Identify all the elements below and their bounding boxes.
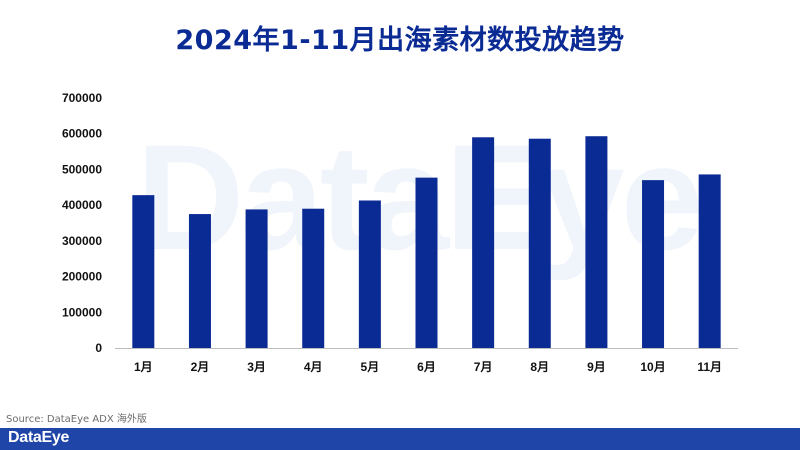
y-axis: 0 100000 200000 300000 400000 500000 600000 700… (62, 91, 102, 355)
y-tick-label: 100000 (62, 305, 102, 319)
x-tick-label: 11月 (697, 360, 722, 374)
x-tick-label: 3月 (247, 360, 266, 374)
chart-title: 2024年1-11月出海素材数投放趋势 (175, 25, 625, 56)
y-tick-label: 600000 (62, 127, 102, 141)
x-tick-label: 5月 (361, 360, 380, 374)
bars (132, 136, 721, 348)
bar (585, 136, 608, 348)
x-tick-label: 7月 (474, 360, 493, 374)
bar (698, 174, 721, 348)
y-tick-label: 400000 (62, 198, 102, 212)
bar (472, 137, 495, 348)
x-tick-label: 2月 (191, 360, 210, 374)
source-note: Source: DataEye ADX 海外版 (6, 414, 147, 425)
bar (245, 209, 268, 348)
bar (358, 200, 381, 348)
bar (302, 208, 325, 348)
x-tick-label: 9月 (587, 360, 606, 374)
footer-logo: DataEye (8, 429, 70, 446)
y-tick-label: 0 (95, 341, 102, 355)
y-tick-label: 500000 (62, 162, 102, 176)
x-tick-label: 1月 (134, 360, 153, 374)
y-tick-label: 300000 (62, 234, 102, 248)
y-tick-label: 700000 (62, 91, 102, 105)
bar (528, 138, 551, 348)
x-tick-label: 8月 (530, 360, 549, 374)
x-tick-label: 10月 (640, 360, 665, 374)
x-tick-label: 6月 (417, 360, 436, 374)
bar (415, 177, 438, 348)
bar (642, 180, 665, 348)
x-tick-label: 4月 (304, 360, 323, 374)
footer-bar: DataEye (0, 428, 800, 450)
x-axis: 1月 2月 3月 4月 5月 6月 7月 8月 9月 10月 11月 (134, 360, 722, 374)
bar (132, 195, 155, 348)
bar (188, 214, 211, 348)
y-tick-label: 200000 (62, 270, 102, 284)
